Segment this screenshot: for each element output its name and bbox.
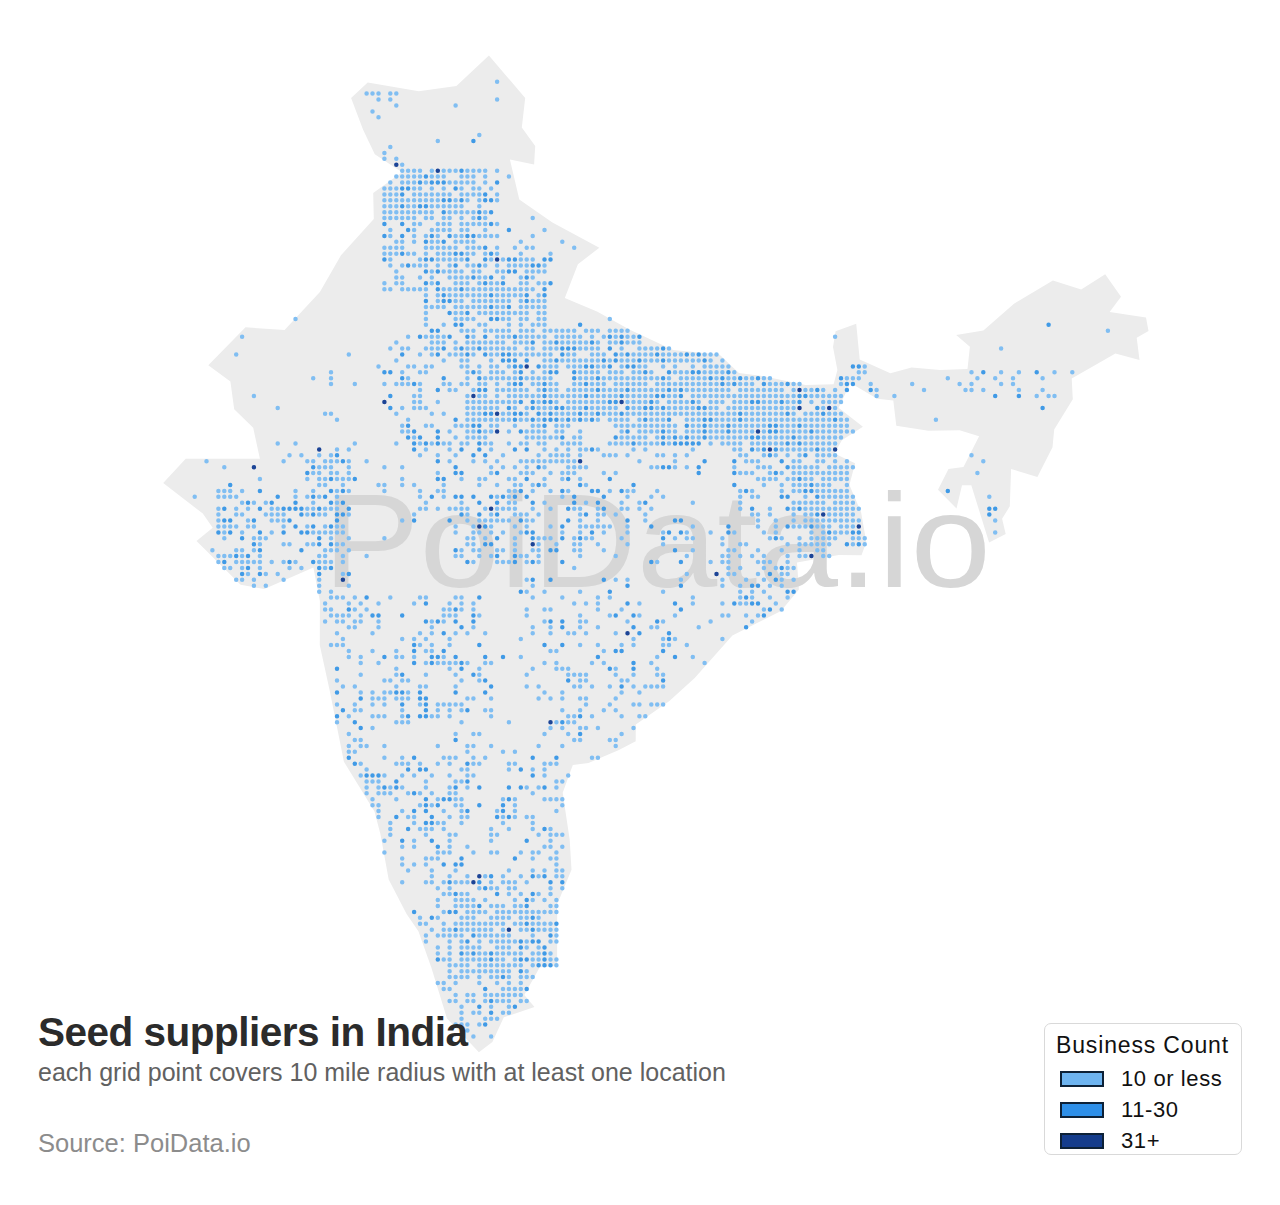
svg-text:PoiData.io: PoiData.io: [323, 466, 991, 615]
